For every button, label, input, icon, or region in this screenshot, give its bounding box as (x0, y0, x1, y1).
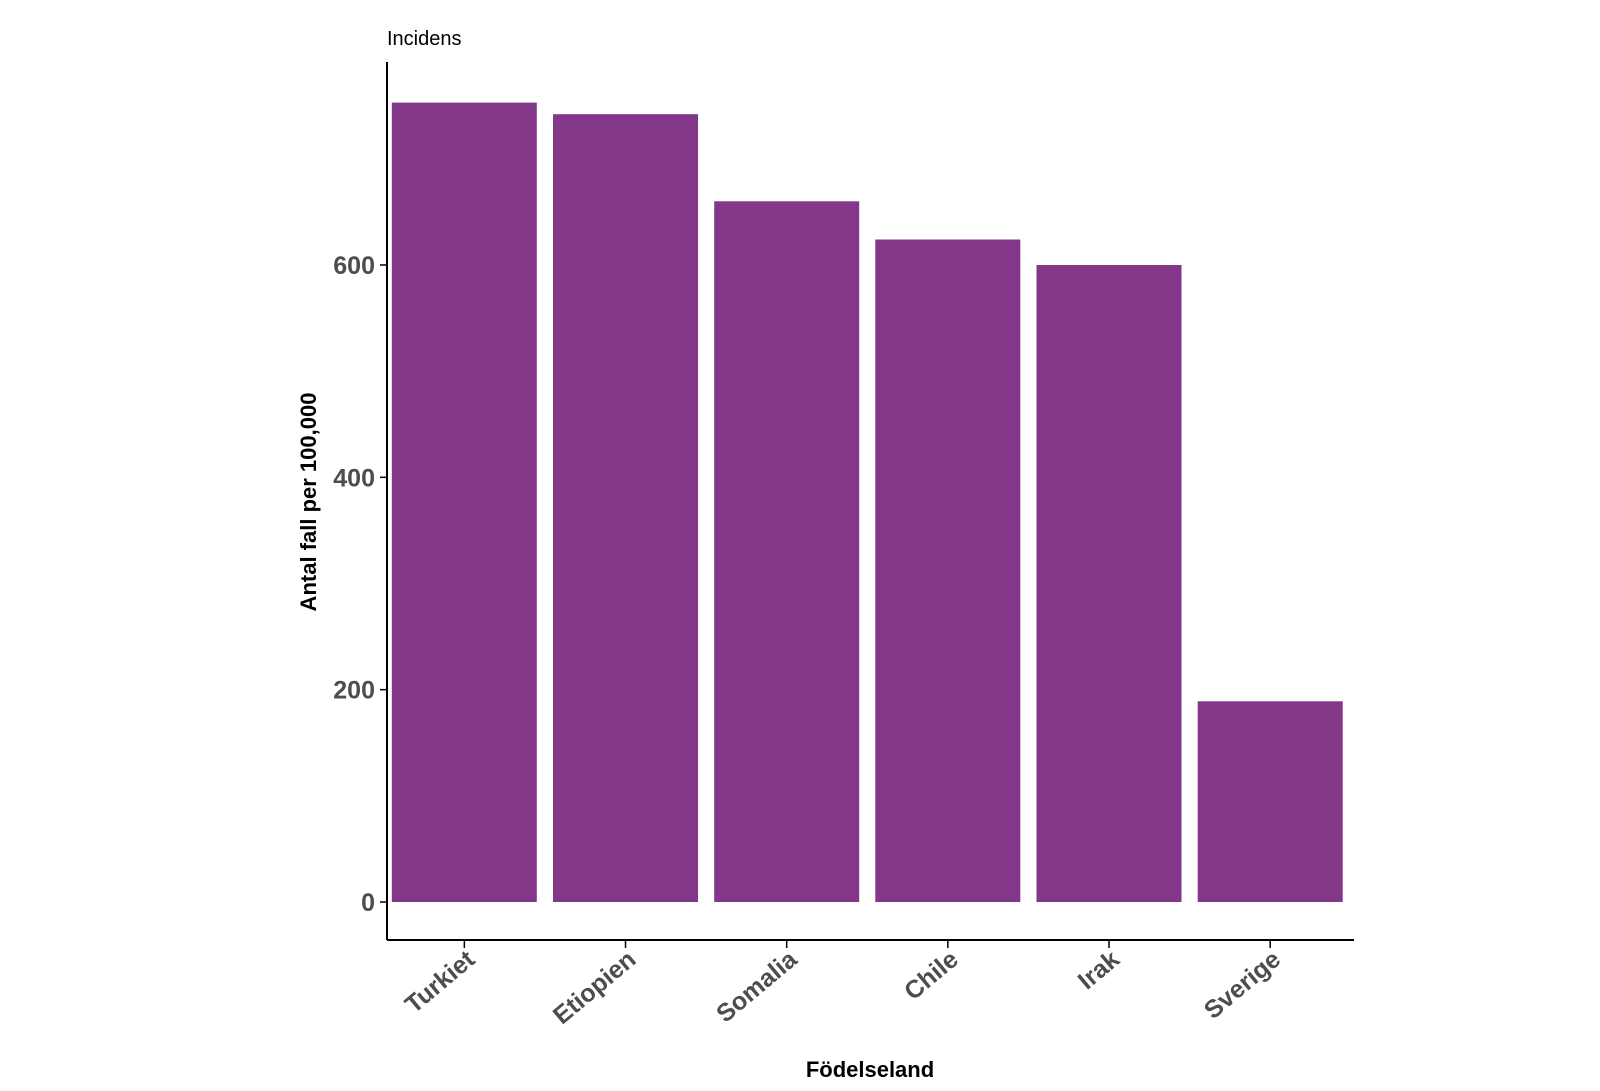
x-axis-title: Födelseland (806, 1057, 934, 1082)
chart-title: Incidens (387, 28, 462, 50)
y-tick-label: 200 (333, 677, 375, 705)
x-tick-label: Irak (1073, 945, 1125, 995)
bars-group (391, 102, 1343, 903)
x-tick-label: Sverige (1199, 945, 1286, 1025)
x-axis: Turkiet Etiopien Somalia Chile Irak Sverige (387, 939, 1354, 1030)
x-tick-label: Etiopien (548, 945, 642, 1030)
bar-chile (875, 239, 1021, 902)
x-tick-label: Somalia (711, 944, 803, 1028)
x-tick-label: Turkiet (400, 945, 481, 1019)
y-tick-label: 400 (333, 464, 375, 492)
bar-etiopien (553, 114, 698, 902)
bar-irak (1036, 265, 1182, 902)
y-axis-title: Antal fall per 100,000 (296, 393, 321, 612)
y-axis: 0 200 400 600 (333, 62, 388, 940)
x-tick-label: Chile (899, 945, 964, 1006)
bar-turkiet (391, 102, 537, 903)
bar-somalia (714, 201, 860, 903)
bar-sverige (1197, 701, 1343, 902)
y-tick-label: 0 (361, 889, 375, 917)
y-tick-label: 600 (333, 252, 375, 280)
